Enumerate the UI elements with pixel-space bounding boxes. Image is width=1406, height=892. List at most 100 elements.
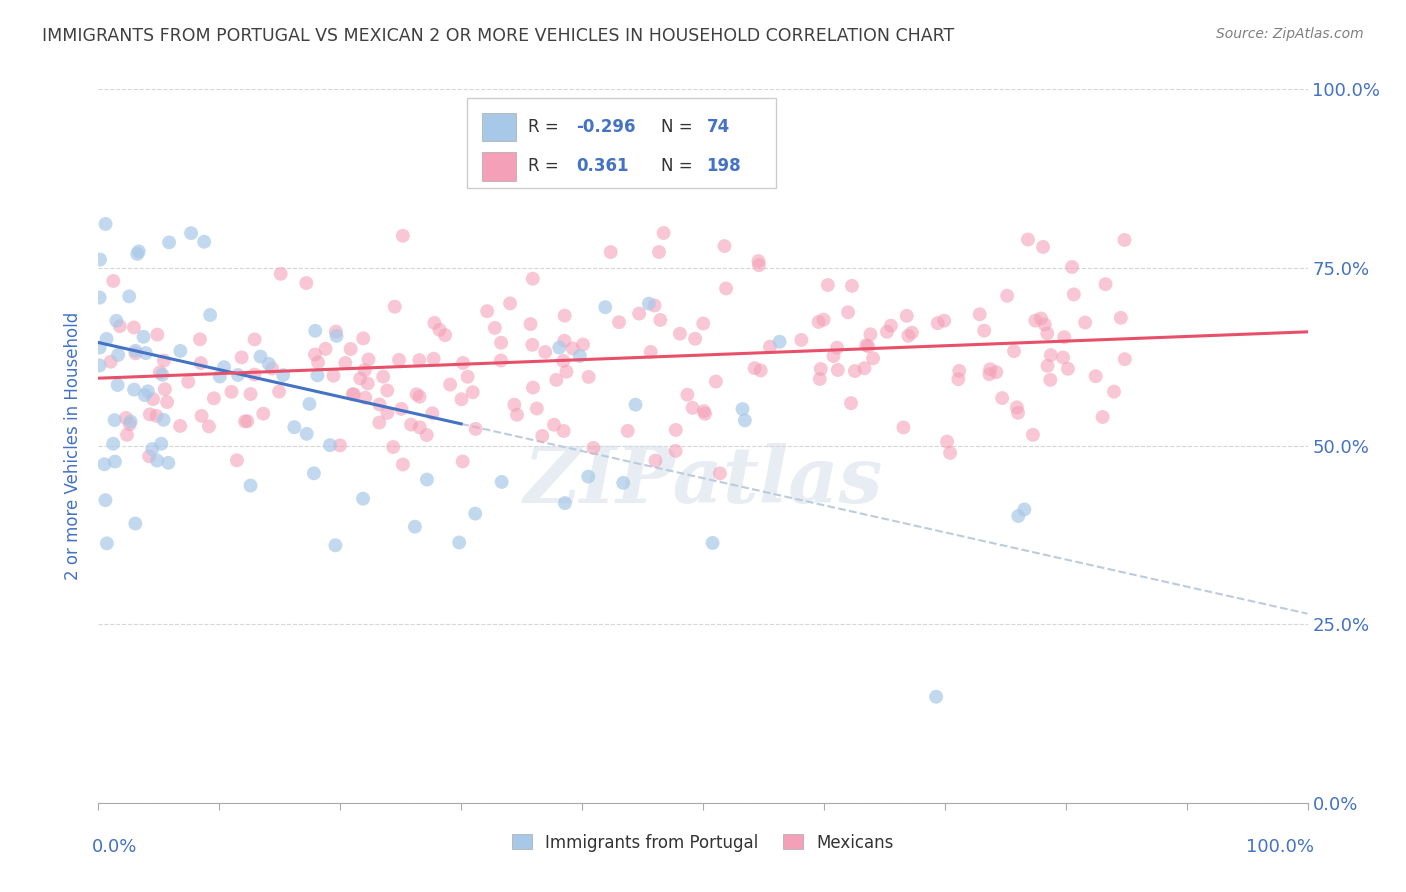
FancyBboxPatch shape (482, 152, 516, 180)
Point (531, 429, 554, 443)
Text: N =: N = (661, 118, 692, 136)
Point (876, 325, 898, 339)
Point (859, 327, 882, 342)
Point (464, 422, 486, 436)
Point (709, 467, 731, 481)
Point (939, 446, 962, 460)
Point (257, 357, 280, 371)
Point (457, 369, 479, 384)
Point (375, 384, 398, 398)
Point (973, 324, 995, 338)
Point (153, 353, 176, 368)
Point (153, 382, 176, 396)
Point (553, 334, 575, 348)
Point (808, 372, 831, 386)
Point (404, 519, 426, 533)
Point (969, 307, 991, 321)
Point (665, 423, 688, 437)
Point (844, 364, 866, 378)
Point (180, 226, 202, 240)
Point (640, 345, 662, 359)
Point (118, 289, 141, 303)
Point (644, 298, 666, 312)
Point (612, 475, 634, 490)
Point (1094, 277, 1116, 292)
Point (423, 316, 446, 330)
Point (747, 254, 769, 268)
Point (693, 404, 716, 418)
Point (817, 278, 839, 293)
Text: R =: R = (527, 118, 558, 136)
Point (948, 372, 970, 386)
Point (616, 424, 638, 438)
Point (837, 305, 859, 319)
Point (343, 387, 366, 401)
Point (93, 457, 115, 471)
Point (901, 326, 924, 340)
Point (391, 401, 413, 416)
Text: 100.0%: 100.0% (1246, 838, 1313, 856)
Point (519, 317, 541, 331)
Point (1074, 316, 1097, 330)
Point (1060, 260, 1083, 274)
Point (925, 690, 948, 704)
Point (94, 493, 117, 508)
Point (225, 453, 247, 467)
Point (825, 341, 848, 355)
Point (489, 335, 512, 350)
Point (408, 353, 430, 368)
Point (853, 361, 876, 376)
Point (115, 427, 138, 442)
Point (927, 316, 949, 330)
Point (100, 355, 122, 369)
Point (329, 438, 352, 452)
Point (138, 450, 160, 464)
Point (1114, 233, 1136, 247)
Point (156, 395, 179, 409)
Point (823, 349, 845, 363)
Point (897, 328, 920, 343)
Point (373, 369, 395, 384)
Point (434, 328, 457, 343)
Point (94, 217, 117, 231)
Point (267, 384, 290, 399)
Point (122, 383, 145, 397)
Point (555, 365, 578, 379)
Point (855, 338, 877, 352)
Point (145, 409, 167, 423)
Point (416, 473, 439, 487)
Point (1052, 351, 1074, 365)
Point (146, 453, 169, 467)
Point (150, 436, 173, 450)
Point (357, 376, 380, 391)
Point (136, 384, 159, 399)
Point (1005, 401, 1028, 415)
Point (526, 401, 548, 416)
Point (1032, 240, 1054, 254)
Point (422, 406, 444, 420)
Point (307, 355, 329, 369)
Point (1109, 310, 1132, 325)
FancyBboxPatch shape (467, 98, 776, 187)
FancyBboxPatch shape (482, 112, 516, 141)
Point (628, 307, 651, 321)
Point (134, 388, 156, 402)
Point (202, 392, 225, 406)
Point (384, 300, 406, 314)
Point (298, 397, 321, 411)
Point (546, 373, 568, 387)
Point (352, 491, 374, 506)
Point (307, 368, 329, 383)
Point (221, 384, 243, 399)
Point (624, 398, 647, 412)
Point (813, 312, 835, 326)
Point (986, 365, 1008, 379)
Point (880, 318, 903, 333)
Point (979, 368, 1001, 382)
Point (839, 396, 862, 410)
Point (342, 387, 364, 401)
Point (948, 364, 970, 378)
Point (304, 324, 326, 338)
Point (315, 342, 337, 356)
Point (548, 341, 571, 355)
